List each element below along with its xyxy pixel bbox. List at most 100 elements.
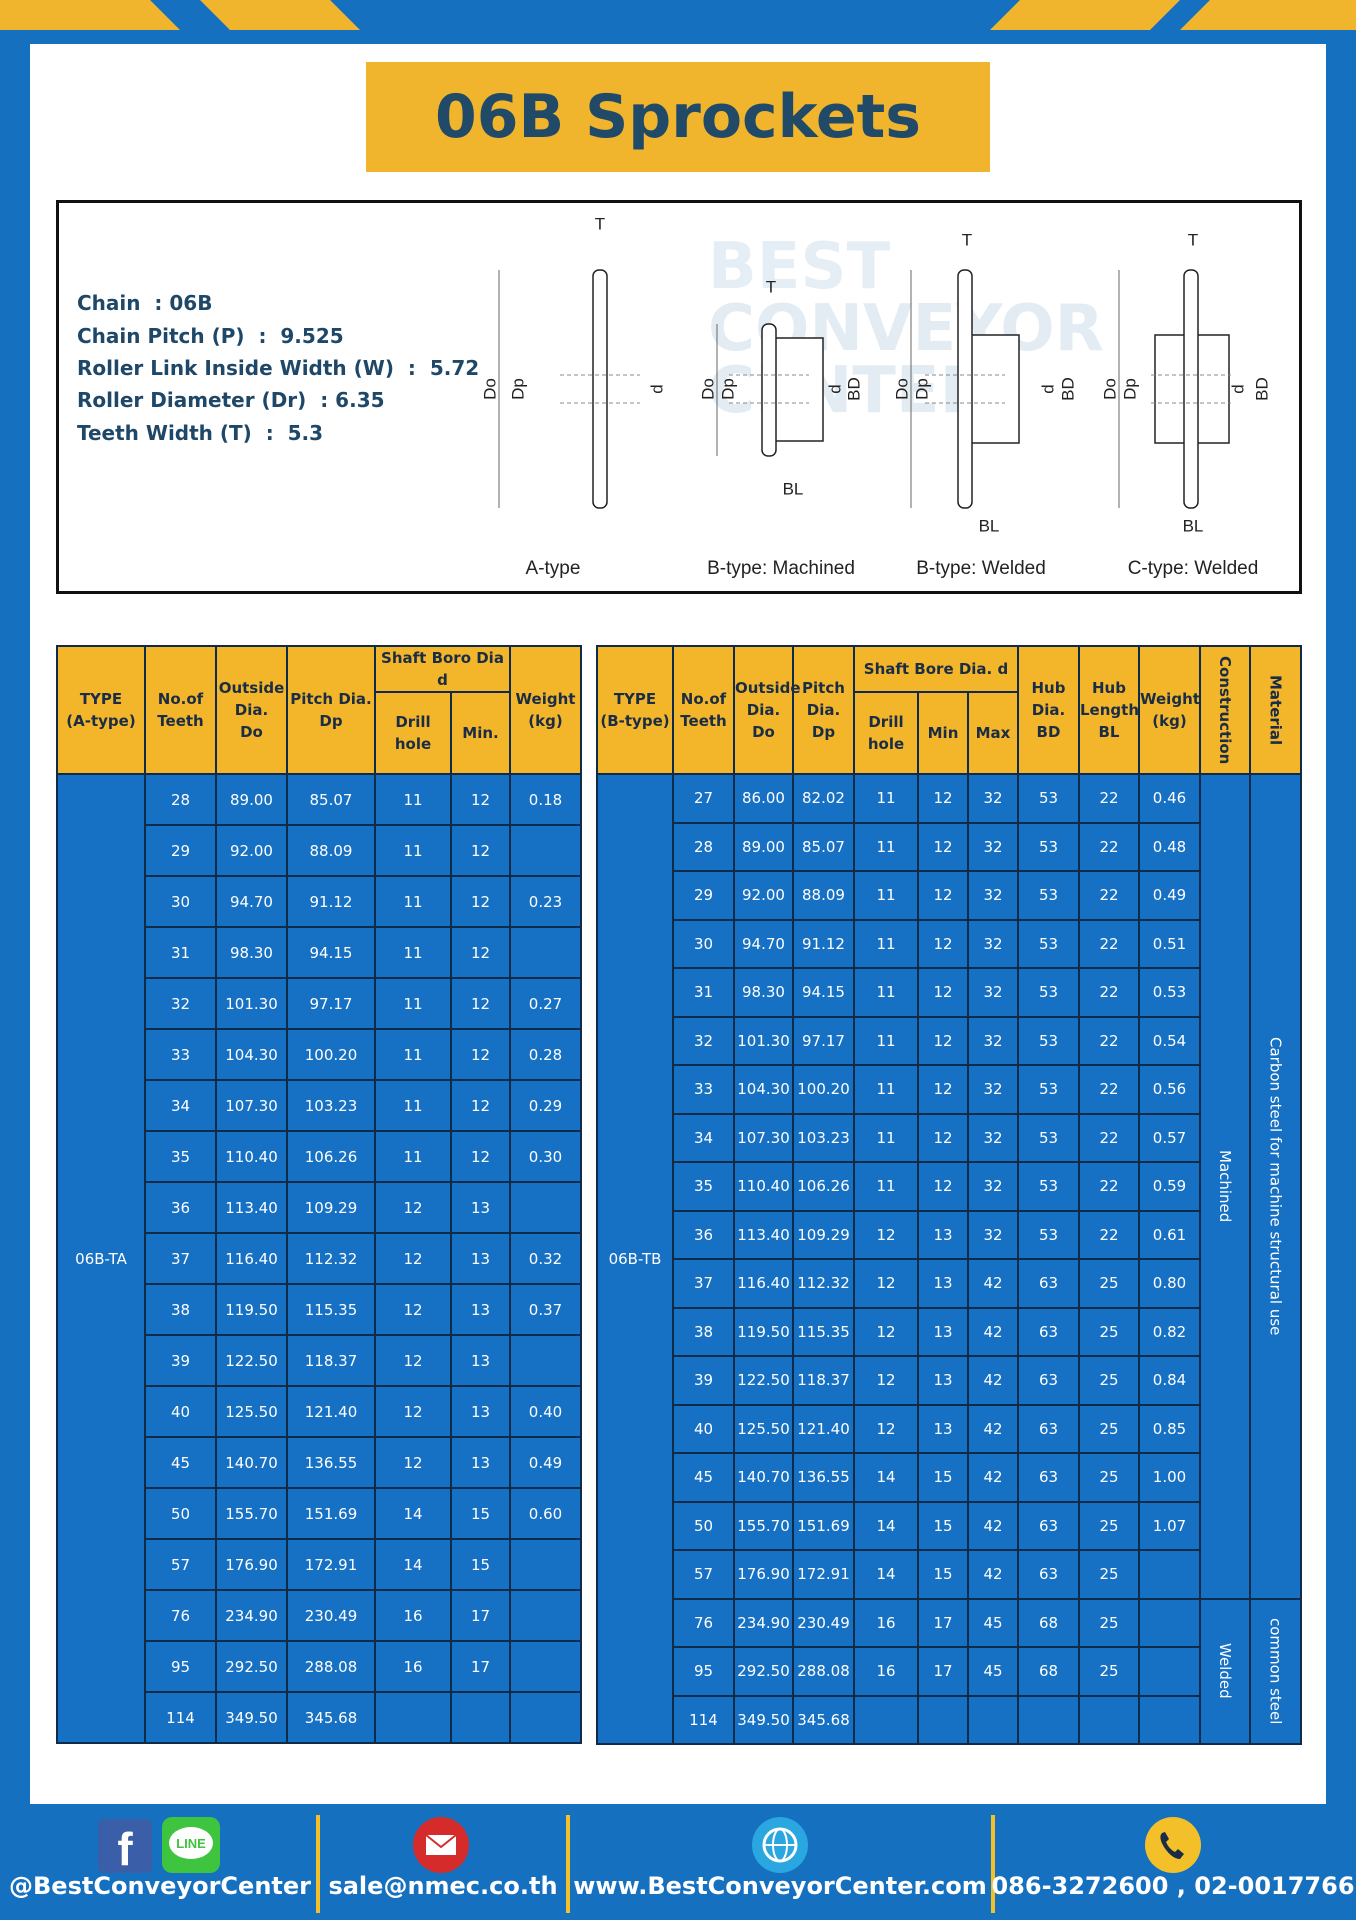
cell: 68	[1017, 1646, 1080, 1697]
cell: 25	[1078, 1597, 1140, 1648]
cell: 53	[1017, 1112, 1080, 1163]
cell: 0.53	[1138, 967, 1201, 1018]
row: 33 104.30 100.20 11 12 0.28	[57, 1028, 582, 1081]
row: 30 94.70 91.12 11 12 32 53 22 0.51	[597, 918, 1301, 969]
cell: 63	[1017, 1549, 1080, 1600]
spec-line: Roller Link Inside Width (W) : 5.72	[77, 356, 480, 380]
cell: 22	[1078, 773, 1140, 824]
cell: 118.37	[286, 1334, 376, 1387]
cell: 95	[144, 1640, 217, 1693]
cell: 11	[374, 926, 452, 979]
cell: 112.32	[792, 1258, 855, 1309]
dimension-label: T	[962, 230, 972, 249]
cell: 91.12	[792, 918, 855, 969]
header-row: Drill hole Min.	[57, 691, 581, 775]
dimension-label: BL	[979, 516, 1000, 535]
header-text: Pitch Dia.	[290, 690, 372, 708]
row: 33 104.30 100.20 11 12 32 53 22 0.56	[597, 1064, 1301, 1115]
cell: 45	[144, 1436, 217, 1489]
cell: 53	[1017, 1015, 1080, 1066]
stripe	[990, 0, 1180, 30]
cell: 125.50	[733, 1403, 794, 1454]
cell: 39	[672, 1355, 735, 1406]
cell: 15	[917, 1549, 969, 1600]
cell: 12	[450, 875, 511, 928]
cell: 107.30	[733, 1112, 794, 1163]
row: 29 92.00 88.09 11 12	[57, 824, 582, 877]
facebook-glyph: f	[117, 1823, 133, 1875]
header-cell: Pitch Dia. Dp	[286, 645, 376, 775]
row: 114 349.50 345.68	[597, 1694, 1301, 1745]
dimension-label: Do	[1100, 378, 1119, 400]
cell: 13	[917, 1306, 969, 1357]
header-text: Dia.	[806, 701, 841, 719]
cell: 0.28	[509, 1028, 582, 1081]
table-a-type: TYPE (A-type) No.of Teeth Outside Dia. Do Pitch…	[56, 645, 582, 1744]
cell: 42	[967, 1306, 1019, 1357]
cell: 28	[144, 773, 217, 826]
type-cell: 06B-TA	[56, 773, 146, 1744]
header-text: Dia.	[1031, 701, 1066, 719]
row: 76 234.90 230.49 16 17 45 68 25 Welded common ste…	[597, 1597, 1302, 1745]
cell: 110.40	[733, 1161, 794, 1212]
row: 35 110.40 106.26 11 12 0.30	[57, 1130, 582, 1183]
header-cell: Weight (kg)	[1138, 645, 1201, 775]
cell: 114	[144, 1691, 217, 1744]
cell: 12	[853, 1355, 919, 1406]
cell: 12	[450, 977, 511, 1030]
empty-cell	[509, 824, 582, 877]
cell: 94.70	[215, 875, 288, 928]
header-text: BL	[1098, 723, 1120, 741]
cell: 0.48	[1138, 821, 1201, 872]
header-row: TYPE (B-type) No.of Teeth Outside Dia. Do Pitch…	[596, 645, 1302, 775]
row: 40 125.50 121.40 12 13 0.40	[57, 1385, 582, 1438]
dimension-label: BD	[1058, 377, 1077, 401]
cell: 50	[144, 1487, 217, 1540]
dimension-label: Dp	[718, 378, 737, 400]
cell: 11	[853, 1161, 919, 1212]
cell: 11	[374, 824, 452, 877]
cell: 109.29	[792, 1209, 855, 1260]
header-row: Drill hole Min Max	[597, 691, 1301, 775]
cell: 0.27	[509, 977, 582, 1030]
empty-cell	[509, 1640, 582, 1693]
dimension-label: Do	[480, 378, 499, 400]
cell: 94.15	[792, 967, 855, 1018]
cell: 32	[967, 821, 1019, 872]
cell: 31	[144, 926, 217, 979]
cell: 45	[967, 1646, 1019, 1697]
header-text: (kg)	[1152, 712, 1187, 730]
cell: 0.59	[1138, 1161, 1201, 1212]
cell: 17	[450, 1640, 511, 1693]
construction-cell: Machined	[1199, 773, 1251, 1600]
cell: 151.69	[286, 1487, 376, 1540]
cell: 22	[1078, 1209, 1140, 1260]
header-cell: Weight (kg)	[509, 645, 582, 775]
cell: 115.35	[792, 1306, 855, 1357]
cell: 16	[853, 1646, 919, 1697]
cell: 234.90	[733, 1597, 794, 1648]
header-row: TYPE (A-type) No.of Teeth Outside Dia. Do Pitch…	[56, 645, 582, 775]
cell: 53	[1017, 773, 1080, 824]
stripe	[1180, 0, 1356, 30]
row: 45 140.70 136.55 12 13 0.49	[57, 1436, 582, 1489]
cell: 33	[144, 1028, 217, 1081]
cell: 0.30	[509, 1130, 582, 1183]
spec-line: Roller Diameter (Dr) : 6.35	[77, 388, 385, 412]
cell: 98.30	[733, 967, 794, 1018]
phone-icon	[1145, 1817, 1201, 1873]
cell: 0.85	[1138, 1403, 1201, 1454]
cell: 14	[374, 1487, 452, 1540]
cell: 12	[853, 1306, 919, 1357]
cell: 172.91	[792, 1549, 855, 1600]
cell: 292.50	[733, 1646, 794, 1697]
website: www.BestConveyorCenter.com	[573, 1872, 987, 1900]
header-text: Weight	[1140, 690, 1200, 708]
stripe	[0, 0, 180, 30]
row: 36 113.40 109.29 12 13	[57, 1181, 582, 1234]
cell: 12	[374, 1385, 452, 1438]
cell: 0.37	[509, 1283, 582, 1336]
cell: 63	[1017, 1306, 1080, 1357]
cell: 22	[1078, 1161, 1140, 1212]
